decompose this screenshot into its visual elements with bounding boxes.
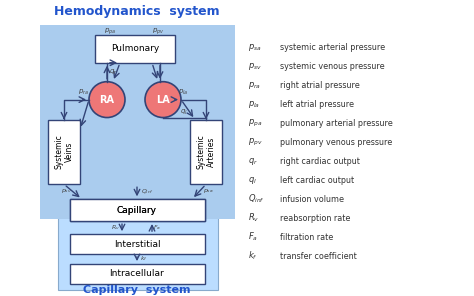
- Text: $p_{ra}$: $p_{ra}$: [78, 88, 90, 97]
- FancyBboxPatch shape: [40, 25, 235, 219]
- Text: $Q_{inf}$: $Q_{inf}$: [142, 187, 155, 196]
- Text: $F_a$: $F_a$: [153, 223, 161, 231]
- Text: $R_v$: $R_v$: [110, 223, 119, 231]
- Text: left cardiac output: left cardiac output: [280, 176, 354, 185]
- Text: $p_{pa}$: $p_{pa}$: [104, 27, 116, 37]
- Text: $p_{la}$: $p_{la}$: [178, 88, 188, 97]
- Text: $p_{sv}$: $p_{sv}$: [61, 187, 72, 195]
- Text: $q_r$: $q_r$: [248, 156, 258, 167]
- Text: $R_v$: $R_v$: [248, 212, 259, 224]
- Text: $p_{sa}$: $p_{sa}$: [248, 42, 262, 53]
- Text: transfer coefficient: transfer coefficient: [280, 252, 357, 260]
- Circle shape: [145, 82, 181, 118]
- FancyBboxPatch shape: [70, 199, 205, 221]
- Text: $p_{ra}$: $p_{ra}$: [248, 80, 261, 91]
- FancyBboxPatch shape: [70, 264, 205, 284]
- Text: Interstitial: Interstitial: [114, 239, 160, 249]
- Text: infusion volume: infusion volume: [280, 195, 344, 204]
- Text: reabsorption rate: reabsorption rate: [280, 214, 350, 223]
- Text: $p_{la}$: $p_{la}$: [248, 99, 260, 110]
- FancyBboxPatch shape: [95, 35, 175, 63]
- Text: $k_f$: $k_f$: [140, 255, 148, 263]
- Text: LA: LA: [156, 95, 170, 104]
- Text: Capillary  system: Capillary system: [83, 285, 191, 295]
- Text: pulmonary arterial pressure: pulmonary arterial pressure: [280, 119, 393, 128]
- Text: $F_a$: $F_a$: [248, 231, 258, 243]
- Text: $p_{pv}$: $p_{pv}$: [248, 137, 263, 148]
- Circle shape: [89, 82, 125, 118]
- Text: Systemic
Veins: Systemic Veins: [55, 134, 73, 169]
- Text: $p_{pv}$: $p_{pv}$: [152, 27, 164, 37]
- Text: $p_{pa}$: $p_{pa}$: [248, 118, 262, 129]
- FancyBboxPatch shape: [70, 199, 205, 221]
- Text: filtration rate: filtration rate: [280, 233, 333, 242]
- Text: $q_l$: $q_l$: [180, 108, 188, 117]
- Text: systemic venous pressure: systemic venous pressure: [280, 62, 384, 71]
- Text: $q_l$: $q_l$: [248, 175, 257, 186]
- Text: Pulmonary: Pulmonary: [111, 44, 159, 53]
- Text: Hemodynamics  system: Hemodynamics system: [54, 5, 220, 18]
- Text: $Q_{inf}$: $Q_{inf}$: [248, 193, 265, 205]
- Text: RA: RA: [100, 95, 115, 104]
- Text: right cardiac output: right cardiac output: [280, 157, 360, 166]
- Text: Systemic
Arteries: Systemic Arteries: [196, 134, 216, 169]
- Text: $p_{sv}$: $p_{sv}$: [248, 61, 262, 72]
- Text: Capillary: Capillary: [117, 206, 157, 215]
- FancyBboxPatch shape: [48, 120, 80, 184]
- FancyBboxPatch shape: [58, 192, 218, 290]
- Text: $q_r$: $q_r$: [109, 68, 118, 77]
- Text: pulmonary venous pressure: pulmonary venous pressure: [280, 138, 392, 147]
- Text: left atrial pressure: left atrial pressure: [280, 100, 354, 109]
- Text: $p_{sa}$: $p_{sa}$: [203, 187, 213, 195]
- FancyBboxPatch shape: [70, 234, 205, 254]
- Text: Intracellular: Intracellular: [109, 269, 164, 279]
- Text: Capillary: Capillary: [117, 206, 157, 215]
- FancyBboxPatch shape: [190, 120, 222, 184]
- Text: $k_f$: $k_f$: [248, 250, 258, 262]
- Text: systemic arterial pressure: systemic arterial pressure: [280, 43, 385, 52]
- Text: right atrial pressure: right atrial pressure: [280, 81, 360, 90]
